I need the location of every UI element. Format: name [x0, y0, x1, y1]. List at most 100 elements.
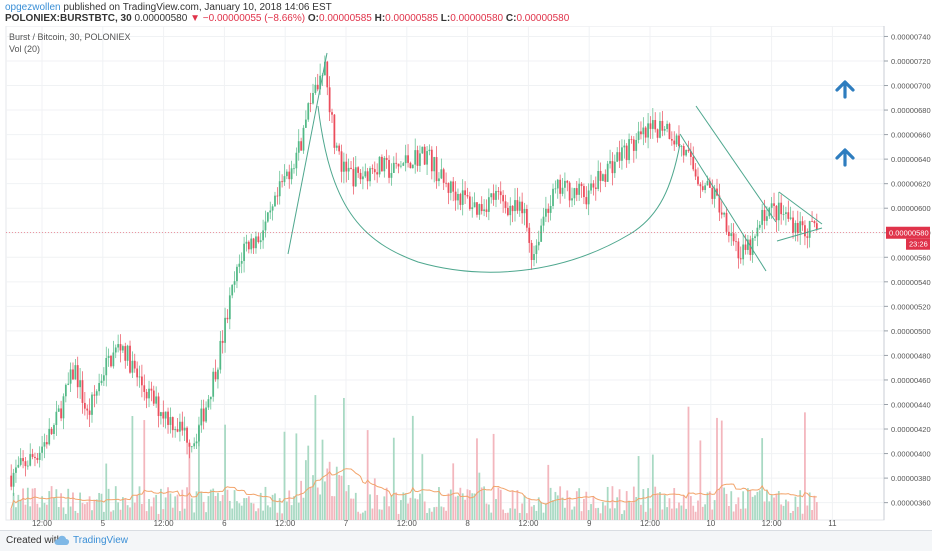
volume-bar — [445, 510, 447, 520]
volume-bar — [537, 497, 540, 520]
volume-bar — [326, 468, 329, 520]
author-link[interactable]: opgezwollen — [5, 2, 61, 13]
candle-body — [445, 182, 447, 184]
volume-bar — [625, 491, 628, 520]
symbol-label: POLONIEX:BURSTBTC, 30 — [5, 13, 132, 24]
volume-bar — [656, 494, 659, 520]
close-label: C: — [505, 13, 517, 24]
candle-body — [236, 266, 238, 282]
volume-bar — [796, 506, 799, 520]
candle-body — [804, 225, 806, 237]
candle-body — [514, 200, 516, 212]
tradingview-brand[interactable]: TradingView — [73, 535, 129, 546]
publish-line: opgezwollen published on TradingView.com… — [5, 2, 332, 13]
candle-body — [549, 205, 552, 213]
candle-body — [188, 442, 191, 447]
price-tick-label: 0.00000600 — [891, 204, 931, 213]
volume-bar — [297, 502, 300, 520]
candle-body — [314, 84, 317, 94]
candle-body — [143, 385, 146, 392]
volume-bar — [777, 491, 780, 520]
candle-body — [735, 241, 737, 243]
volume-bar — [725, 493, 728, 520]
time-tick-label: 12:00 — [762, 519, 783, 528]
volume-bar — [597, 507, 600, 520]
candle-body — [587, 190, 590, 205]
volume-bar — [38, 507, 41, 520]
candle-body — [179, 421, 181, 432]
candle-body — [537, 241, 540, 246]
volume-bar — [350, 498, 352, 520]
candle-body — [497, 190, 500, 192]
volume-bar — [255, 511, 257, 520]
volume-bar — [150, 506, 153, 520]
volume-bar — [388, 506, 390, 520]
candle-body — [164, 411, 167, 419]
volume-bar — [495, 499, 497, 520]
candle-body — [704, 185, 707, 191]
volume-bar — [152, 497, 155, 520]
volume-bar — [278, 498, 281, 520]
volume-bar — [148, 498, 150, 520]
volume-bar — [45, 504, 48, 520]
volume-bar — [492, 433, 495, 520]
volume-bar — [162, 509, 165, 520]
volume-bar — [126, 505, 129, 520]
trend-line-rally — [287, 52, 328, 255]
candle-body — [780, 202, 783, 215]
volume-bar — [43, 502, 46, 520]
volume-bar — [411, 415, 414, 520]
candle-body — [378, 156, 381, 175]
volume-bar — [129, 507, 131, 520]
candle-body — [31, 454, 34, 457]
candle-body — [492, 193, 495, 200]
candle-body — [516, 200, 519, 211]
volume-bar — [226, 489, 229, 520]
candle-body — [611, 161, 614, 174]
candle-body — [773, 203, 775, 206]
volume-bar — [171, 507, 174, 520]
candle-body — [200, 408, 203, 426]
price-chart[interactable]: 0.00000740 0.00000720 0.00000700 0.00000680… — [0, 26, 932, 530]
volume-bar — [575, 491, 578, 520]
volume-bar — [435, 506, 438, 520]
volume-bar — [136, 495, 139, 520]
candle-body — [304, 119, 307, 128]
volume-bar — [478, 472, 481, 520]
candle-body — [411, 164, 414, 169]
volume-bar — [105, 463, 108, 520]
volume-bar — [794, 496, 797, 520]
volume-bar — [414, 498, 417, 520]
candle-body — [559, 179, 562, 194]
candle-body — [540, 225, 543, 242]
volume-bar — [72, 492, 74, 520]
volume-bar — [285, 501, 288, 520]
volume-bar — [618, 489, 621, 520]
candle-body — [471, 207, 474, 210]
volume-bar — [41, 496, 43, 520]
volume-bar — [371, 508, 374, 520]
candle-body — [95, 391, 98, 396]
volume-bar — [266, 505, 269, 520]
volume-bar — [651, 454, 654, 520]
candle-body — [297, 141, 300, 153]
volume-bar — [666, 507, 668, 520]
volume-bar — [276, 512, 279, 520]
volume-bar — [742, 491, 745, 520]
volume-bar — [697, 500, 699, 520]
volume-bar — [678, 502, 680, 520]
candle-body — [15, 467, 17, 473]
candle-body — [373, 169, 376, 173]
candle-body — [333, 114, 336, 148]
volume-bar — [609, 508, 611, 520]
volume-bar — [426, 512, 428, 520]
volume-bar — [587, 510, 590, 520]
volume-bar — [221, 495, 224, 520]
time-tick-label: 12:00 — [640, 519, 661, 528]
candle-body — [392, 162, 395, 173]
candle-body — [661, 120, 664, 131]
candle-body — [181, 421, 184, 431]
volume-bar — [295, 433, 298, 520]
volume-bar — [274, 493, 276, 520]
candle-body — [53, 425, 55, 434]
